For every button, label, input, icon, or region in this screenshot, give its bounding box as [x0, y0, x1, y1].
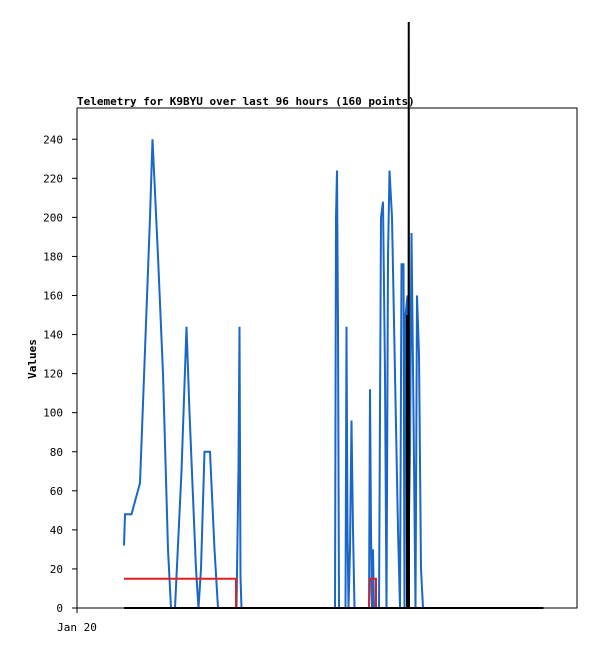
y-axis-title: Values: [26, 339, 39, 379]
series-line-red: [124, 577, 397, 609]
y-tick-label: 0: [56, 602, 63, 615]
y-tick-label: 20: [50, 563, 63, 576]
y-tick-label: 240: [43, 133, 63, 146]
y-axis-ticks: 0 20 40 60 80 100 120 140 160 180 200 220 240: [43, 133, 77, 615]
y-tick-label: 40: [50, 524, 63, 537]
y-tick-label: 200: [43, 211, 63, 224]
y-tick-label: 100: [43, 407, 63, 420]
series-layer: [123, 22, 544, 609]
x-tick-label: Jan 20: [57, 621, 97, 634]
chart-title: Telemetry for K9BYU over last 96 hours (…: [77, 95, 415, 108]
y-tick-label: 80: [50, 446, 63, 459]
y-tick-label: 160: [43, 290, 63, 303]
series-line-blue: [123, 139, 424, 609]
series-line-black: [124, 22, 544, 609]
y-tick-label: 60: [50, 485, 63, 498]
y-tick-label: 180: [43, 250, 63, 263]
y-tick-label: 220: [43, 172, 63, 185]
x-axis-ticks: Jan 20: [57, 608, 97, 634]
y-tick-label: 140: [43, 329, 63, 342]
y-tick-label: 120: [43, 368, 63, 381]
